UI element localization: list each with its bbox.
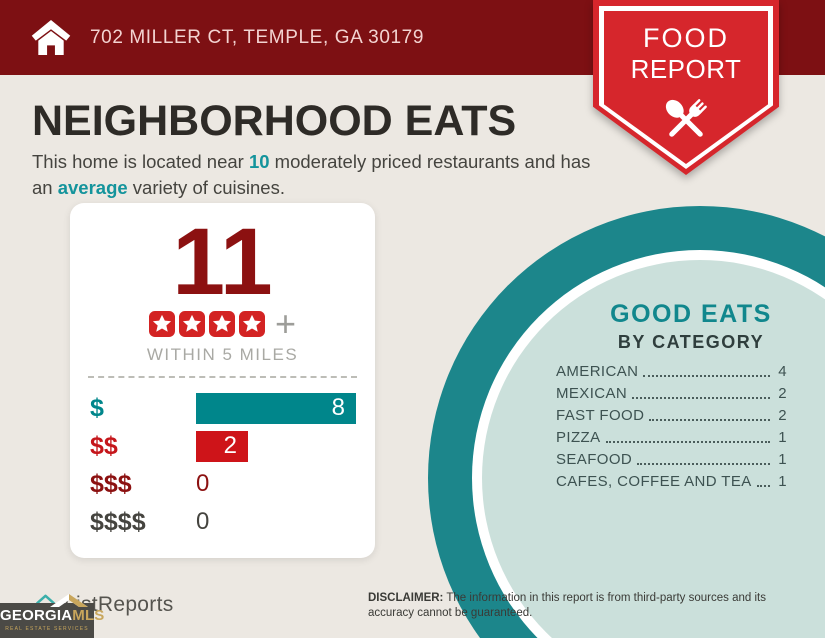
food-report-ribbon: FOOD REPORT [593,0,779,175]
price-bar-value: 0 [196,470,210,497]
property-address: 702 MILLER CT, TEMPLE, GA 30179 [90,26,425,48]
price-tier-label: $ [90,393,104,422]
stats-card: 11 + WITHIN 5 MILES $ 8 $$ 2 $$$ 0 $$$$ … [70,203,375,558]
price-tier-label: $$$$ [90,507,146,536]
price-bar-value: 2 [223,432,237,459]
crossed-spoon-fork-icon [665,99,707,137]
category-count: 2 [778,385,787,402]
price-bar-value: 0 [196,508,210,535]
dotted-leader [605,441,770,443]
category-row: PIZZA 1 [556,424,787,446]
good-eats-circle: GOOD EATS BY CATEGORY AMERICAN 4 MEXICAN 2… [428,206,825,638]
intro-part2: moderately priced restaurants and has an [32,151,591,199]
variety-highlight: average [57,177,128,199]
ribbon-title-line1: FOOD [643,23,729,53]
price-bar: 0 [196,507,209,538]
category-row: SEAFOOD 1 [556,446,787,468]
star-icon [148,311,175,337]
mls-georgia-text: GEORGIA [0,607,73,624]
category-name: PIZZA [556,429,601,446]
mls-tagline: REAL ESTATE SERVICES [5,626,89,632]
category-name: SEAFOOD [556,451,633,468]
star-rating: + [70,303,375,344]
dotted-leader [632,397,770,399]
georgia-mls-logo: GEORGIAMLS REAL ESTATE SERVICES [0,594,104,638]
ribbon-title-line2: REPORT [630,54,742,84]
category-name: MEXICAN [556,385,628,402]
mls-mls-text: MLS [72,607,105,624]
intro-part1: This home is located near [32,151,249,172]
restaurant-count-highlight: 10 [248,151,270,172]
category-row: CAFES, COFFEE AND TEA 1 [556,468,787,490]
category-name: CAFES, COFFEE AND TEA [556,473,752,490]
price-bar-value: 8 [331,394,345,421]
category-name: FAST FOOD [556,407,645,424]
by-category-subtitle: BY CATEGORY [617,332,765,352]
category-row: FAST FOOD 2 [556,402,787,424]
category-count: 1 [778,451,787,468]
category-count: 1 [778,473,787,490]
price-bar: 2 [196,430,248,462]
category-list: AMERICAN 4 MEXICAN 2 FAST FOOD 2 PIZZA 1 SEA… [556,358,787,490]
category-count: 2 [778,407,787,424]
dotted-leader [637,463,770,465]
category-row: AMERICAN 4 [556,358,787,380]
disclaimer: DISCLAIMER: The information in this repo… [368,591,792,621]
category-count: 1 [778,429,787,446]
dashed-divider [88,376,357,378]
star-icon [208,311,235,337]
category-count: 4 [778,363,787,380]
disclaimer-label: DISCLAIMER: [368,592,444,604]
restaurant-count: 11 [172,209,273,315]
radius-label: WITHIN 5 MILES [146,345,299,364]
price-bar: 0 [196,469,209,500]
plus-sign: + [274,303,297,344]
home-icon [31,20,71,55]
price-row-4: $$$$ 0 [70,503,375,541]
star-icon [178,311,205,337]
price-tier-label: $$ [90,431,118,460]
page-title: NEIGHBORHOOD EATS [32,97,517,145]
category-name: AMERICAN [556,363,639,380]
price-tier-chart: $ 8 $$ 2 $$$ 0 $$$$ 0 [70,389,375,541]
mls-roof-icon [50,594,88,607]
yelp-star-icons [148,311,265,337]
dotted-leader [649,419,770,421]
intro-text: This home is located near 10 moderately … [32,149,592,202]
good-eats-title: GOOD EATS [610,300,772,328]
dotted-leader [643,375,770,377]
price-row-3: $$$ 0 [70,465,375,503]
price-row-2: $$ 2 [70,427,375,465]
price-tier-label: $$$ [90,469,132,498]
star-icon [238,311,265,337]
price-row-1: $ 8 [70,389,375,427]
dotted-leader [756,485,770,487]
intro-part3: variety of cuisines. [127,177,285,199]
price-bar: 8 [196,392,356,424]
category-row: MEXICAN 2 [556,380,787,402]
disclaimer-text: The information in this report is from t… [368,592,766,620]
